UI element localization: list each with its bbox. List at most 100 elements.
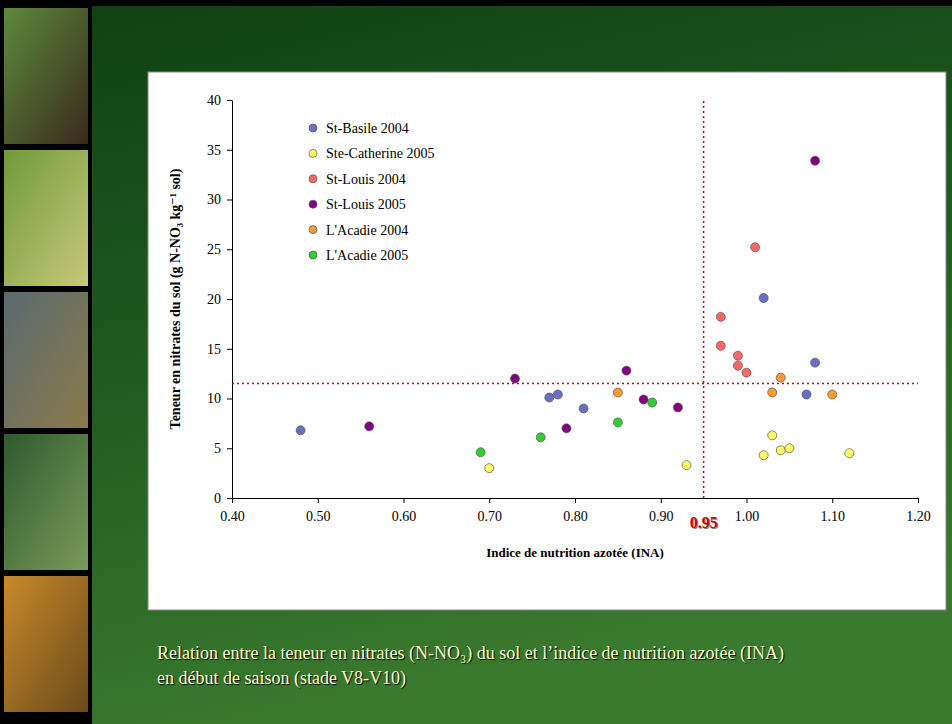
point (553, 390, 562, 399)
y-tick: 35 (207, 143, 232, 158)
series-points (485, 431, 854, 473)
x-tick-label: 1.20 (906, 509, 931, 524)
slide-svg: 0.40 0.50 0.60 0.70 0.80 0.90 1.00 1.10 1.20 0 5 10… (0, 0, 952, 724)
x-axis: 0.40 0.50 0.60 0.70 0.80 0.90 1.00 1.10 1.20 (220, 498, 931, 524)
point (768, 431, 777, 440)
x-tick-label: 0.70 (478, 509, 503, 524)
series-points (365, 156, 820, 433)
x-tick: 0.60 (392, 498, 417, 524)
background (0, 0, 952, 724)
legend-marker (309, 124, 317, 132)
x-tick: 0.50 (306, 498, 331, 524)
x-tick: 0.40 (220, 498, 245, 524)
x-axis-title: Indice de nutrition azotée (INA) (486, 545, 664, 560)
series-points (716, 243, 759, 377)
legend: St-Basile 2004 Ste-Catherine 2005 St-Louis… (309, 121, 434, 263)
point (622, 366, 631, 375)
x-tick-mark (832, 498, 833, 503)
point (579, 404, 588, 413)
point (776, 446, 785, 455)
slide: 0.40 0.50 0.60 0.70 0.80 0.90 1.00 1.10 1.20 0 5 10… (0, 0, 952, 724)
y-tick-label: 25 (207, 242, 221, 257)
x-tick-label: 0.50 (306, 509, 331, 524)
reference-line-y (232, 383, 918, 385)
point (476, 448, 485, 457)
point (768, 388, 777, 397)
x-tick: 0.80 (563, 498, 588, 524)
legend-label: Ste-Catherine 2005 (326, 146, 434, 161)
reference-line-x (703, 100, 705, 498)
legend-marker (309, 226, 317, 234)
y-tick: 30 (207, 192, 232, 207)
y-tick: 15 (207, 342, 232, 357)
y-tick-mark (227, 399, 232, 400)
point (562, 424, 571, 433)
point (776, 373, 785, 382)
caption: Relation entre la teneur en nitrates (N-… (157, 643, 784, 689)
x-tick-label: 1.10 (821, 509, 846, 524)
point (485, 464, 494, 473)
legend-label: L'Acadie 2004 (326, 223, 408, 238)
point (845, 449, 854, 458)
y-tick-label: 0 (214, 491, 221, 506)
y-tick-mark (227, 299, 232, 300)
point (716, 341, 725, 350)
plot-marks (232, 100, 918, 498)
chart-box (148, 72, 946, 610)
top-bar (0, 0, 952, 6)
y-tick-mark (227, 150, 232, 151)
x-tick-mark (575, 498, 576, 503)
point (545, 393, 554, 402)
point (613, 418, 622, 427)
x-tick-label: 0.60 (392, 509, 417, 524)
y-tick: 20 (207, 292, 232, 307)
x-tick-mark (232, 498, 233, 503)
y-tick: 40 (207, 93, 232, 108)
point (811, 156, 820, 165)
caption-line: Relation entre la teneur en nitrates (N-… (157, 643, 784, 664)
x-tick: 1.00 (735, 498, 760, 524)
point (296, 426, 305, 435)
y-tick-mark (227, 448, 232, 449)
strip-tile (4, 150, 88, 286)
legend-label: St-Louis 2004 (326, 172, 406, 187)
point (759, 451, 768, 460)
strip-tile (4, 576, 88, 712)
y-tick-label: 15 (207, 342, 221, 357)
strip-tile (4, 8, 88, 144)
caption-line: en début de saison (stade V8-V10) (157, 668, 406, 689)
y-tick-mark (227, 498, 232, 499)
legend-marker (309, 149, 317, 157)
y-tick-label: 5 (214, 441, 221, 456)
point (802, 390, 811, 399)
x-tick: 1.20 (906, 498, 931, 524)
point (639, 395, 648, 404)
point (785, 444, 794, 453)
point (648, 398, 657, 407)
legend-label: L'Acadie 2005 (326, 248, 408, 263)
x-tick-mark (404, 498, 405, 503)
point (828, 390, 837, 399)
y-tick: 25 (207, 242, 232, 257)
x-tick-label: 0.40 (220, 509, 245, 524)
point (733, 361, 742, 370)
point (759, 294, 768, 303)
x-tick-label: 0.90 (649, 509, 674, 524)
y-tick-label: 10 (207, 391, 221, 406)
legend-label: St-Basile 2004 (326, 121, 409, 136)
x-tick-label: 1.00 (735, 509, 760, 524)
y-tick-mark (227, 200, 232, 201)
legend-label: St-Louis 2005 (326, 197, 406, 212)
point (613, 388, 622, 397)
y-tick-mark (227, 100, 232, 101)
point (751, 243, 760, 252)
x-tick: 0.70 (478, 498, 503, 524)
y-tick-label: 20 (207, 292, 221, 307)
x-tick-mark (747, 498, 748, 503)
point (682, 461, 691, 470)
point (365, 422, 374, 431)
x-tick-mark (918, 498, 919, 503)
y-tick-label: 35 (207, 143, 221, 158)
strip-bg (0, 0, 92, 724)
point (510, 374, 519, 383)
